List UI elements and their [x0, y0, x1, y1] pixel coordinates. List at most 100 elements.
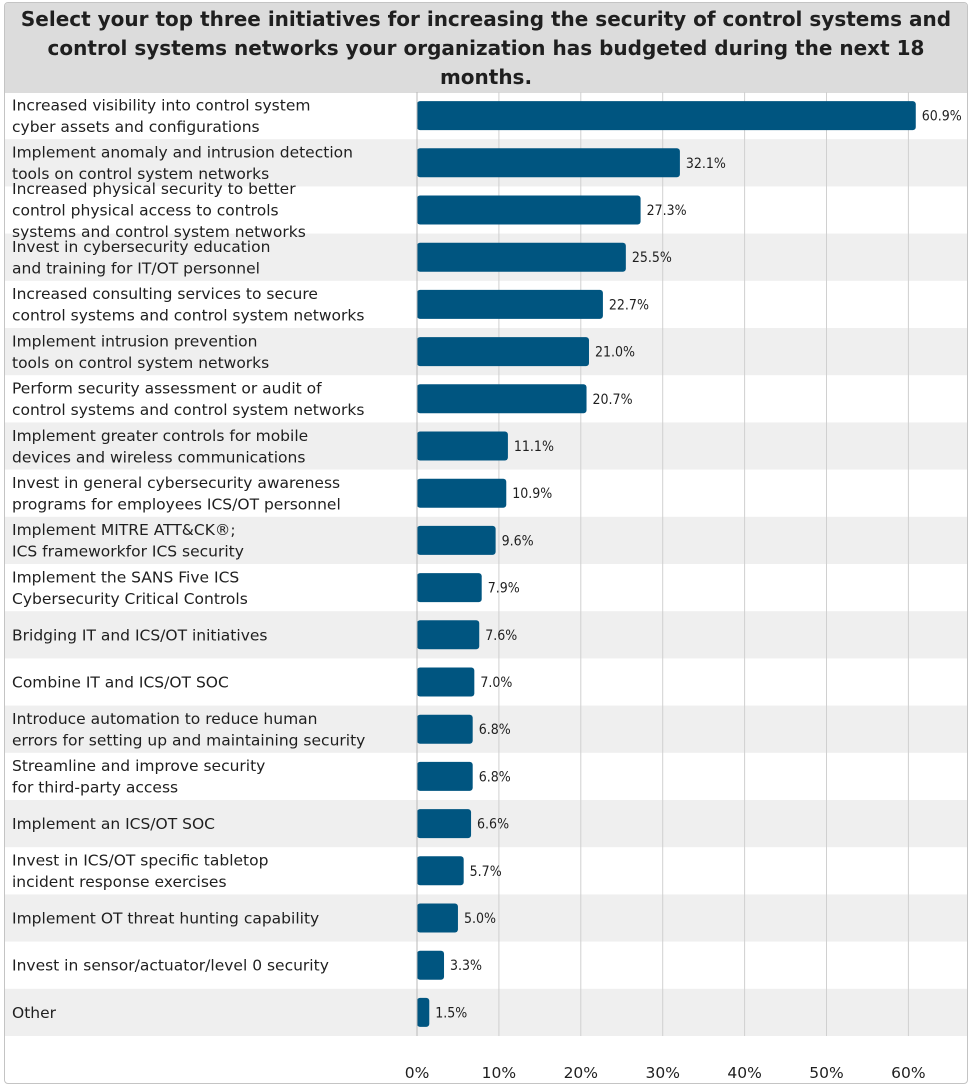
category-label-17: Invest in ICS/OT specific tabletop incide… — [12, 852, 268, 892]
category-label-line: programs for employees ICS/OT personnel — [12, 495, 341, 513]
bar-12 — [417, 620, 480, 650]
category-label-line: tools on control system networks — [12, 165, 269, 183]
category-label-line: Streamline and improve security — [12, 757, 265, 775]
value-label-8: 11.1% — [514, 439, 554, 455]
bar-16 — [417, 809, 472, 839]
x-tick-label-60pct: 60% — [891, 1064, 925, 1082]
category-label-line: tools on control system networks — [12, 354, 269, 372]
category-label-6: Implement intrusion prevention tools on c… — [12, 332, 269, 372]
category-label-line: Combine IT and ICS/OT SOC — [12, 674, 229, 692]
value-label-16: 6.6% — [477, 817, 509, 833]
category-label-line: Implement anomaly and intrusion detectio… — [12, 144, 353, 162]
category-label-line: Increased physical security to better — [12, 180, 296, 198]
chart-title: Select your top three initiatives for in… — [20, 6, 952, 89]
category-label-8: Implement greater controls for mobile dev… — [12, 427, 308, 467]
x-tick-label-50pct: 50% — [809, 1064, 843, 1082]
category-label-19: Invest in sensor/actuator/level 0 securi… — [12, 957, 329, 975]
category-label-18: Implement OT threat hunting capability — [12, 910, 319, 928]
category-label-10: Implement MITRE ATT&CK®; ICS frameworkfor… — [12, 521, 244, 561]
category-label-line: for third-party access — [12, 779, 178, 797]
bar-15 — [417, 761, 473, 791]
bar-4 — [417, 242, 626, 272]
category-label-line: Invest in ICS/OT specific tabletop — [12, 852, 268, 870]
category-label-14: Introduce automation to reduce human erro… — [12, 710, 365, 750]
chart-title-bar: Select your top three initiatives for in… — [5, 3, 967, 93]
bar-8 — [417, 431, 508, 461]
bar-18 — [417, 903, 458, 933]
bar-13 — [417, 667, 475, 697]
category-label-line: Invest in cybersecurity education — [12, 238, 270, 256]
value-label-5: 22.7% — [609, 297, 649, 313]
category-label-line: devices and wireless communications — [12, 448, 305, 466]
category-label-line: Other — [12, 1004, 57, 1022]
value-label-3: 27.3% — [647, 203, 687, 219]
x-tick-label-0pct: 0% — [405, 1064, 430, 1082]
category-label-line: Cybersecurity Critical Controls — [12, 590, 248, 608]
row-stripe — [5, 894, 967, 942]
category-label-line: Invest in sensor/actuator/level 0 securi… — [12, 957, 329, 975]
bar-20 — [417, 997, 430, 1027]
category-label-line: and training for IT/OT personnel — [12, 259, 260, 277]
category-label-line: Implement an ICS/OT SOC — [12, 815, 215, 833]
value-label-11: 7.9% — [488, 581, 520, 597]
category-label-line: Implement the SANS Five ICS — [12, 568, 239, 586]
bar-6 — [417, 337, 589, 367]
category-label-line: Bridging IT and ICS/OT initiatives — [12, 626, 267, 644]
x-tick-label-10pct: 10% — [482, 1064, 516, 1082]
x-tick-label-20pct: 20% — [564, 1064, 598, 1082]
bar-1 — [417, 101, 916, 131]
row-stripe — [5, 988, 967, 1036]
value-label-12: 7.6% — [485, 628, 517, 644]
category-label-line: Implement OT threat hunting capability — [12, 910, 319, 928]
category-label-line: Increased consulting services to secure — [12, 285, 318, 303]
value-label-2: 32.1% — [686, 156, 726, 172]
category-label-line: Perform security assessment or audit of — [12, 380, 322, 398]
bar-9 — [417, 478, 507, 508]
x-tick-label-30pct: 30% — [645, 1064, 679, 1082]
row-stripe — [5, 611, 967, 659]
row-stripe — [5, 800, 967, 848]
value-label-9: 10.9% — [512, 486, 552, 502]
value-label-10: 9.6% — [502, 533, 534, 549]
category-label-line: Implement greater controls for mobile — [12, 427, 308, 445]
category-label-9: Invest in general cybersecurity awarenes… — [12, 474, 341, 514]
category-label-line: control physical access to controls — [12, 202, 279, 220]
category-label-line: ICS frameworkfor ICS security — [12, 543, 244, 561]
category-label-line: Invest in general cybersecurity awarenes… — [12, 474, 340, 492]
value-label-19: 3.3% — [450, 958, 482, 974]
row-stripe — [5, 705, 967, 753]
category-label-line: control systems and control system netwo… — [12, 307, 364, 325]
value-label-14: 6.8% — [479, 722, 511, 738]
category-label-7: Perform security assessment or audit of c… — [12, 380, 364, 420]
category-label-3: Increased physical security to better con… — [12, 180, 306, 241]
chart-frame: Select your top three initiatives for in… — [4, 2, 968, 1084]
category-label-16: Implement an ICS/OT SOC — [12, 815, 215, 833]
value-label-17: 5.7% — [470, 864, 502, 880]
bar-17 — [417, 856, 464, 886]
category-label-line: systems and control system networks — [12, 223, 306, 241]
bar-3 — [417, 195, 641, 225]
category-label-5: Increased consulting services to secure c… — [12, 285, 364, 325]
value-label-18: 5.0% — [464, 911, 496, 927]
category-label-15: Streamline and improve security for third… — [12, 757, 265, 797]
bar-19 — [417, 950, 445, 980]
category-label-13: Combine IT and ICS/OT SOC — [12, 674, 229, 692]
category-label-line: Increased visibility into control system — [12, 96, 310, 114]
value-label-7: 20.7% — [593, 392, 633, 408]
category-label-line: errors for setting up and maintaining se… — [12, 731, 365, 749]
category-label-4: Invest in cybersecurity education and tra… — [12, 238, 270, 278]
category-label-line: Implement intrusion prevention — [12, 332, 257, 350]
category-label-line: Implement MITRE ATT&CK®; — [12, 521, 236, 539]
bar-7 — [417, 384, 587, 414]
bar-5 — [417, 289, 603, 319]
category-label-line: incident response exercises — [12, 873, 227, 891]
value-label-20: 1.5% — [435, 1005, 467, 1021]
category-label-12: Bridging IT and ICS/OT initiatives — [12, 626, 267, 644]
category-label-11: Implement the SANS Five ICS Cybersecurity… — [12, 568, 248, 608]
category-label-20: Other — [12, 1004, 57, 1022]
value-label-15: 6.8% — [479, 769, 511, 785]
value-label-13: 7.0% — [480, 675, 512, 691]
bar-14 — [417, 714, 473, 744]
bar-11 — [417, 573, 482, 603]
